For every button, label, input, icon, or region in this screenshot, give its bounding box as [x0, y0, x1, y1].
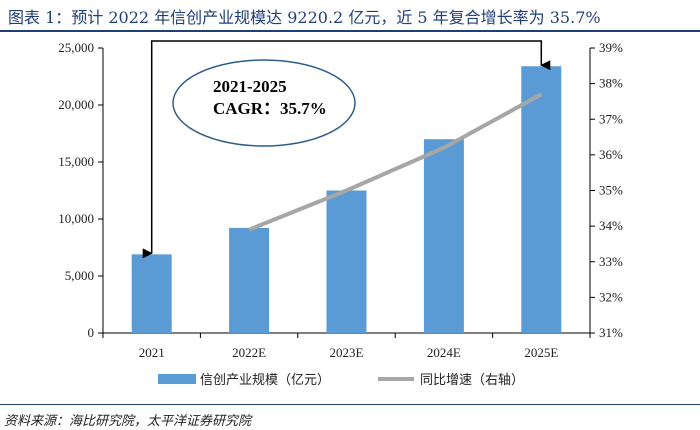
x-tick-label: 2024E	[427, 345, 461, 360]
bar	[131, 254, 172, 333]
left-tick-label: 25,000	[58, 40, 94, 55]
right-tick-label: 32%	[599, 289, 623, 304]
source-note: 资料来源：海比研究院，太平洋证券研究院	[4, 414, 252, 429]
cagr-connector-arrow	[142, 40, 551, 259]
legend-line-label: 同比增速（右轴）	[420, 373, 524, 388]
right-tick-label: 38%	[599, 76, 623, 91]
left-tick-label: 5,000	[65, 268, 94, 283]
right-tick-label: 35%	[599, 183, 623, 198]
right-tick-label: 36%	[599, 147, 623, 162]
left-tick-label: 0	[88, 325, 95, 340]
bar	[229, 227, 270, 333]
right-tick-label: 34%	[599, 218, 623, 233]
right-tick-label: 33%	[599, 254, 623, 269]
chart-title: 图表 1：预计 2022 年信创产业规模达 9220.2 亿元，近 5 年复合增…	[8, 8, 601, 27]
left-tick-label: 20,000	[58, 97, 94, 112]
legend-bar-label: 信创产业规模（亿元）	[200, 373, 330, 388]
cagr-value-label: CAGR：35.7%	[213, 99, 327, 118]
cagr-ellipse	[172, 59, 356, 147]
cagr-period-label: 2021-2025	[213, 77, 287, 96]
right-tick-label: 31%	[599, 325, 623, 340]
bar	[423, 139, 464, 333]
title-divider	[0, 30, 700, 32]
legend-bar-swatch	[158, 374, 196, 384]
right-tick-label: 37%	[599, 111, 623, 126]
left-tick-label: 15,000	[58, 154, 94, 169]
left-tick-label: 10,000	[58, 211, 94, 226]
bar	[326, 190, 367, 333]
source-divider	[0, 404, 700, 405]
bar	[521, 66, 562, 334]
x-tick-label: 2021	[139, 345, 165, 360]
x-tick-label: 2025E	[524, 345, 558, 360]
x-tick-label: 2022E	[232, 345, 266, 360]
right-tick-label: 39%	[599, 40, 623, 55]
x-tick-label: 2023E	[330, 345, 364, 360]
